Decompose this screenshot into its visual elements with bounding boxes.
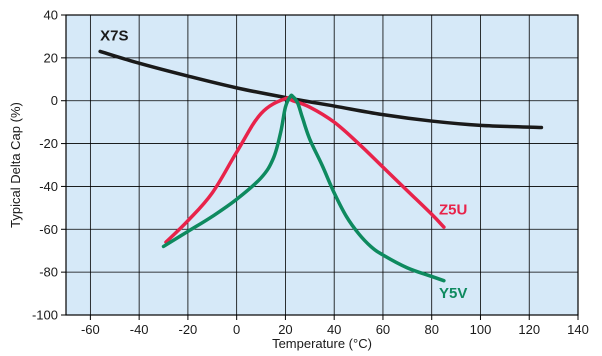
x-tick-label: -40 — [130, 322, 149, 337]
y-axis-label: Typical Delta Cap (%) — [8, 102, 23, 228]
y-tick-label: -80 — [39, 265, 58, 280]
x-tick-label: 100 — [470, 322, 492, 337]
x-axis-label: Temperature (°C) — [272, 336, 372, 351]
y-axis-ticks: -100 -80 -60 -40 -20 0 20 40 — [32, 8, 66, 323]
x-tick-label: 140 — [567, 322, 589, 337]
y-tick-label: -100 — [32, 308, 58, 323]
x-tick-label: -20 — [179, 322, 198, 337]
series-label-x7s: X7S — [100, 28, 128, 45]
y-tick-label: -60 — [39, 222, 58, 237]
series-label-z5u: Z5U — [439, 201, 467, 218]
x-tick-label: -60 — [81, 322, 100, 337]
plot-frame — [65, 14, 579, 316]
y-tick-label: 40 — [44, 8, 58, 23]
y-tick-label: -20 — [39, 136, 58, 151]
y-tick-label: 0 — [51, 93, 58, 108]
y-tick-label: -40 — [39, 179, 58, 194]
series-line-z5u — [164, 95, 446, 244]
series-line-x7s — [98, 49, 544, 130]
x-tick-label: 80 — [424, 322, 438, 337]
series-label-y5v: Y5V — [439, 285, 467, 302]
x-tick-label: 120 — [518, 322, 540, 337]
series-layer — [98, 49, 544, 283]
x-tick-label: 40 — [327, 322, 341, 337]
series-labels: X7S Z5U Y5V — [100, 28, 467, 302]
x-tick-label: 60 — [376, 322, 390, 337]
x-tick-label: 0 — [233, 322, 240, 337]
y-tick-label: 20 — [44, 50, 58, 65]
series-line-y5v — [161, 93, 446, 283]
x-tick-label: 20 — [278, 322, 292, 337]
x-axis-ticks: -60 -40 -20 0 20 40 60 80 100 120 140 — [81, 315, 589, 337]
